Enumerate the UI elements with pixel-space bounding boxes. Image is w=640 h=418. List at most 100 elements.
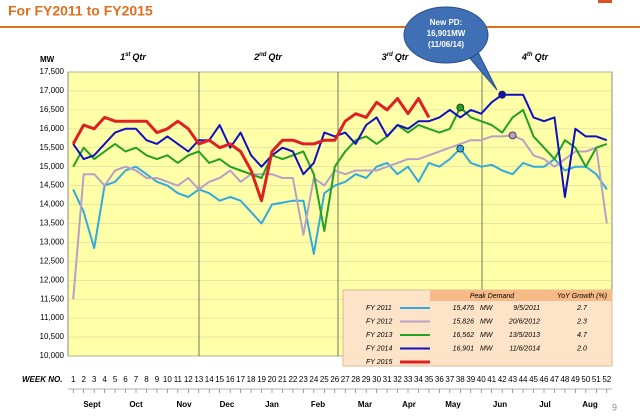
x-tick-label: 3 bbox=[92, 375, 97, 384]
legend-header-growth: YoY Growth (%) bbox=[557, 293, 607, 300]
y-tick-label: 13,000 bbox=[40, 238, 65, 247]
x-tick-label: 32 bbox=[393, 375, 402, 384]
x-tick-label: 36 bbox=[435, 375, 444, 384]
x-tick-label: 21 bbox=[278, 375, 287, 384]
quarter-label: 3rd Qtr bbox=[382, 52, 409, 63]
y-tick-label: 11,500 bbox=[40, 294, 64, 303]
month-label: Mar bbox=[358, 400, 372, 409]
series-line bbox=[72, 106, 608, 232]
y-tick-label: 13,500 bbox=[40, 219, 65, 228]
quarter-suffix: rd bbox=[387, 52, 393, 58]
quarter-number: 3 bbox=[382, 52, 387, 62]
peak-marker bbox=[508, 131, 517, 140]
y-tick-label: 11,000 bbox=[40, 313, 64, 322]
y-axis-label: MW bbox=[40, 55, 55, 64]
series-line bbox=[72, 134, 608, 300]
x-tick-label: 45 bbox=[529, 375, 538, 384]
x-tick-label: 6 bbox=[123, 375, 128, 384]
x-tick-label: 26 bbox=[330, 375, 339, 384]
x-tick-label: 40 bbox=[477, 375, 486, 384]
y-tick-label: 12,500 bbox=[40, 256, 65, 265]
y-tick-label: 17,500 bbox=[40, 67, 65, 76]
y-tick-label: 16,500 bbox=[40, 105, 65, 114]
x-tick-label: 7 bbox=[134, 375, 139, 384]
month-label: Feb bbox=[311, 400, 325, 409]
y-tick-label: 17,000 bbox=[40, 86, 65, 95]
month-label: May bbox=[445, 400, 461, 409]
x-tick-label: 37 bbox=[445, 375, 454, 384]
peak-marker bbox=[456, 144, 465, 153]
series-line bbox=[72, 147, 608, 255]
peak-marker bbox=[456, 103, 465, 112]
month-label: Jun bbox=[493, 400, 507, 409]
x-tick-label: 2 bbox=[81, 375, 86, 384]
quarter-text: Qtr bbox=[268, 52, 282, 62]
legend-date: 13/5/2013 bbox=[509, 332, 540, 339]
series-line bbox=[71, 97, 431, 203]
legend-date: 9/5/2011 bbox=[513, 305, 540, 312]
legend-name: FY 2012 bbox=[366, 318, 392, 325]
legend-date: 20/6/2012 bbox=[508, 318, 540, 325]
x-tick-label: 10 bbox=[163, 375, 172, 384]
month-label: Oct bbox=[129, 400, 143, 409]
x-tick-label: 17 bbox=[236, 375, 245, 384]
x-tick-label: 25 bbox=[320, 375, 329, 384]
quarter-suffix: nd bbox=[259, 52, 267, 58]
x-tick-label: 8 bbox=[144, 375, 149, 384]
quarter-label: 1st Qtr bbox=[120, 52, 146, 63]
y-tick-label: 15,000 bbox=[40, 162, 65, 171]
month-label: Sept bbox=[83, 400, 101, 409]
quarter-number: 1 bbox=[120, 52, 125, 62]
callout-text: New PD: bbox=[430, 18, 462, 27]
y-tick-label: 14,000 bbox=[40, 200, 65, 209]
quarter-label: 4th Qtr bbox=[521, 52, 549, 63]
x-tick-label: 39 bbox=[466, 375, 475, 384]
quarter-number: 4 bbox=[521, 52, 527, 62]
legend-growth: 2.7 bbox=[576, 305, 588, 312]
page-number: 9 bbox=[612, 402, 617, 412]
x-tick-label: 15 bbox=[215, 375, 224, 384]
x-tick-label: 29 bbox=[362, 375, 371, 384]
x-tick-label: 33 bbox=[404, 375, 413, 384]
callout-bubble bbox=[403, 6, 489, 64]
y-tick-label: 14,500 bbox=[40, 181, 65, 190]
x-tick-label: 19 bbox=[257, 375, 266, 384]
legend-unit: MW bbox=[480, 318, 494, 325]
x-tick-label: 22 bbox=[288, 375, 297, 384]
peak-marker bbox=[498, 90, 507, 99]
x-tick-label: 49 bbox=[571, 375, 580, 384]
quarter-number: 2 bbox=[253, 52, 259, 62]
x-tick-label: 11 bbox=[174, 375, 183, 384]
x-tick-label: 35 bbox=[424, 375, 433, 384]
month-label: Apr bbox=[402, 400, 416, 409]
x-tick-label: 27 bbox=[341, 375, 350, 384]
x-tick-label: 50 bbox=[581, 375, 590, 384]
month-label: Jul bbox=[539, 400, 551, 409]
quarter-suffix: st bbox=[125, 52, 131, 58]
legend-date: 11/6/2014 bbox=[509, 345, 540, 352]
x-tick-label: 20 bbox=[268, 375, 277, 384]
x-tick-label: 52 bbox=[602, 375, 611, 384]
x-tick-label: 9 bbox=[155, 375, 160, 384]
x-tick-label: 4 bbox=[102, 375, 107, 384]
legend-name: FY 2013 bbox=[366, 332, 392, 339]
x-tick-label: 47 bbox=[550, 375, 559, 384]
x-tick-label: 42 bbox=[498, 375, 507, 384]
legend-growth: 2.0 bbox=[576, 345, 587, 352]
x-tick-label: 38 bbox=[456, 375, 465, 384]
legend-unit: MW bbox=[480, 332, 494, 339]
legend-box bbox=[342, 289, 613, 367]
legend-peak: 16,562 bbox=[453, 332, 475, 339]
chart-title: For FY2011 to FY2015 bbox=[8, 3, 153, 19]
x-tick-label: 24 bbox=[309, 375, 318, 384]
x-tick-label: 51 bbox=[592, 375, 601, 384]
quarter-suffix: th bbox=[527, 52, 533, 58]
quarter-text: Qtr bbox=[395, 52, 409, 62]
y-tick-label: 10,500 bbox=[40, 332, 65, 341]
legend-header bbox=[430, 290, 612, 301]
x-tick-label: 34 bbox=[414, 375, 423, 384]
x-tick-label: 30 bbox=[372, 375, 381, 384]
x-tick-label: 23 bbox=[299, 375, 308, 384]
x-tick-label: 16 bbox=[226, 375, 235, 384]
